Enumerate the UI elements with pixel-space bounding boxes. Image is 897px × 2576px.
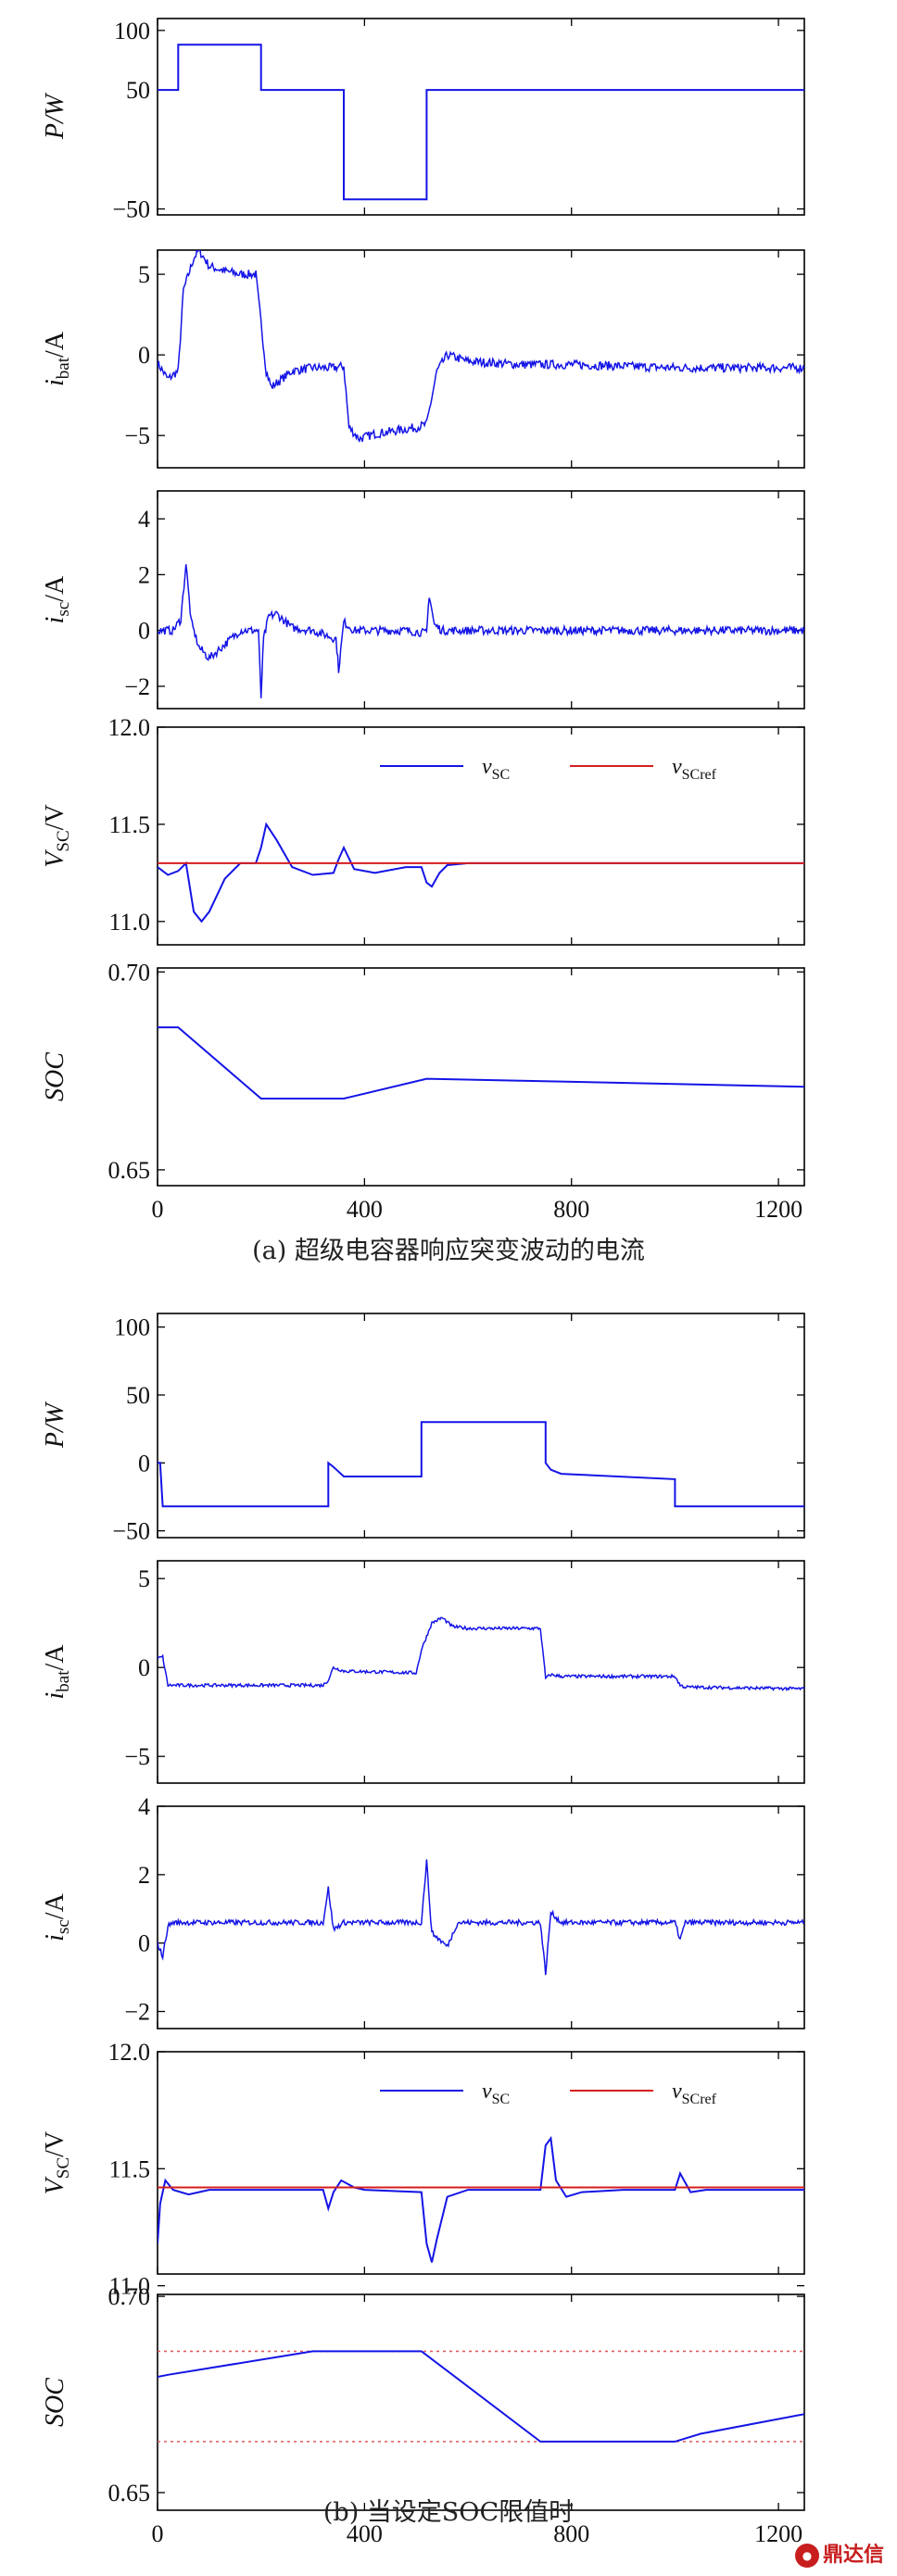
panel-a-soc: 0 400 800 1200 0.70 0.65 SOC	[41, 959, 805, 1223]
y-tick-label: 0.65	[108, 2480, 151, 2507]
y-tick-label: 12.0	[108, 2039, 151, 2066]
y-tick-label: 11.0	[108, 2273, 150, 2300]
y-tick-label: 5	[138, 1565, 150, 1592]
plot-frame	[157, 726, 805, 946]
series-line	[158, 250, 804, 444]
y-tick-label: 5	[138, 261, 150, 288]
y-tick-label: 0	[138, 342, 150, 369]
x-tick-label: 1200	[754, 1196, 802, 1223]
series-line	[158, 1616, 804, 1692]
y-tick-label: −5	[124, 422, 150, 449]
panel-a-isc: 4 2 0 −2 isc/A	[41, 490, 805, 710]
y-axis-label: SOC	[41, 2378, 69, 2427]
y-tick-label: −50	[112, 196, 150, 223]
caption-a: (a) 超级电容器响应突变波动的电流	[252, 1237, 645, 1265]
y-tick-label: 2	[138, 1862, 150, 1889]
y-tick-label: 100	[114, 1314, 150, 1341]
y-tick-label: 0	[138, 1450, 150, 1476]
y-axis-label: SOC	[41, 1052, 69, 1101]
legend-label-vsc: vSC	[482, 2080, 510, 2107]
plot-frame	[157, 967, 805, 1187]
series-line	[158, 1421, 804, 1508]
plot-frame	[157, 1805, 805, 2029]
x-tick-label: 400	[347, 2520, 383, 2547]
series-line	[158, 1859, 804, 1976]
y-tick-label: 0	[138, 1654, 150, 1681]
y-axis-label: P/W	[41, 1401, 69, 1449]
plot-frame	[157, 1560, 805, 1784]
plot-frame	[157, 2051, 805, 2275]
y-tick-label: 0.70	[108, 2283, 151, 2310]
y-tick-label: 11.5	[108, 811, 150, 838]
panel-b-power: 100 50 0 −50 P/W	[41, 1313, 805, 1545]
legend-label-vscref: vSCref	[672, 755, 717, 783]
y-tick-label: −50	[112, 1518, 150, 1545]
x-tick-label: 400	[347, 1196, 383, 1223]
y-axis-label: ibat/A	[41, 1644, 73, 1700]
y-tick-label: 50	[126, 1382, 150, 1409]
plot-frame	[157, 2293, 805, 2511]
caption-b: (b) 当设定SOC限值时	[322, 2498, 575, 2527]
y-axis-label: VSC/V	[41, 804, 73, 867]
y-tick-label: 11.5	[108, 2155, 150, 2182]
plot-frame	[157, 490, 805, 710]
panel-b-isc: 4 2 0 −2 isc/A	[41, 1793, 805, 2029]
x-tick-label: 1200	[754, 2520, 802, 2547]
series-line	[158, 564, 804, 698]
y-tick-label: 0	[138, 1930, 150, 1957]
y-axis-label: isc/A	[41, 575, 73, 623]
panel-b-ibat: 5 0 −5 ibat/A	[41, 1560, 805, 1784]
y-tick-label: −2	[124, 1999, 150, 2026]
plot-frame	[157, 249, 805, 469]
x-tick-label: 800	[553, 2520, 589, 2547]
y-tick-label: 11.0	[108, 909, 150, 936]
y-tick-label: −2	[124, 673, 150, 700]
series-line	[158, 2135, 804, 2263]
panel-a-vsc: 12.0 11.5 11.0 VSC/V vSC vSCref	[41, 714, 805, 946]
y-tick-label: 0	[138, 618, 150, 645]
plot-frame	[157, 18, 805, 216]
panel-a-ibat: 5 0 −5 ibat/A	[41, 249, 805, 469]
y-tick-label: 0.65	[108, 1157, 151, 1184]
x-tick-label: 0	[152, 1196, 164, 1223]
y-axis-label: P/W	[41, 92, 69, 140]
y-axis-label: VSC/V	[41, 2131, 73, 2194]
y-tick-label: 100	[114, 18, 150, 44]
x-tick-label: 800	[553, 1196, 589, 1223]
y-axis-label: isc/A	[41, 1892, 73, 1941]
legend-label-vsc: vSC	[482, 755, 510, 783]
y-tick-label: −5	[124, 1743, 150, 1770]
y-tick-label: 4	[138, 506, 150, 533]
y-tick-label: 12.0	[108, 714, 151, 741]
series-line	[158, 822, 804, 924]
y-tick-label: 50	[126, 77, 150, 104]
legend-label-vscref: vSCref	[672, 2080, 717, 2107]
y-tick-label: 2	[138, 561, 150, 588]
series-line	[158, 2350, 804, 2443]
panel-b-soc: 0 400 800 1200 0.70 0.65 SOC	[41, 2283, 805, 2547]
series-line	[158, 44, 804, 201]
watermark-logo-icon: ●	[794, 2544, 819, 2568]
y-axis-label: ibat/A	[41, 331, 73, 386]
x-tick-label: 0	[152, 2520, 164, 2547]
plot-frame	[157, 1313, 805, 1539]
series-line	[158, 1026, 804, 1100]
watermark-logo: ● 鼎达信	[794, 2538, 884, 2568]
y-tick-label: 0.70	[108, 959, 151, 986]
y-tick-label: 4	[138, 1793, 150, 1820]
panel-a-power: 100 50 −50 P/W	[41, 18, 805, 223]
panel-b-vsc: 12.0 11.5 11.0 VSC/V vSC vSCref	[41, 2039, 805, 2300]
